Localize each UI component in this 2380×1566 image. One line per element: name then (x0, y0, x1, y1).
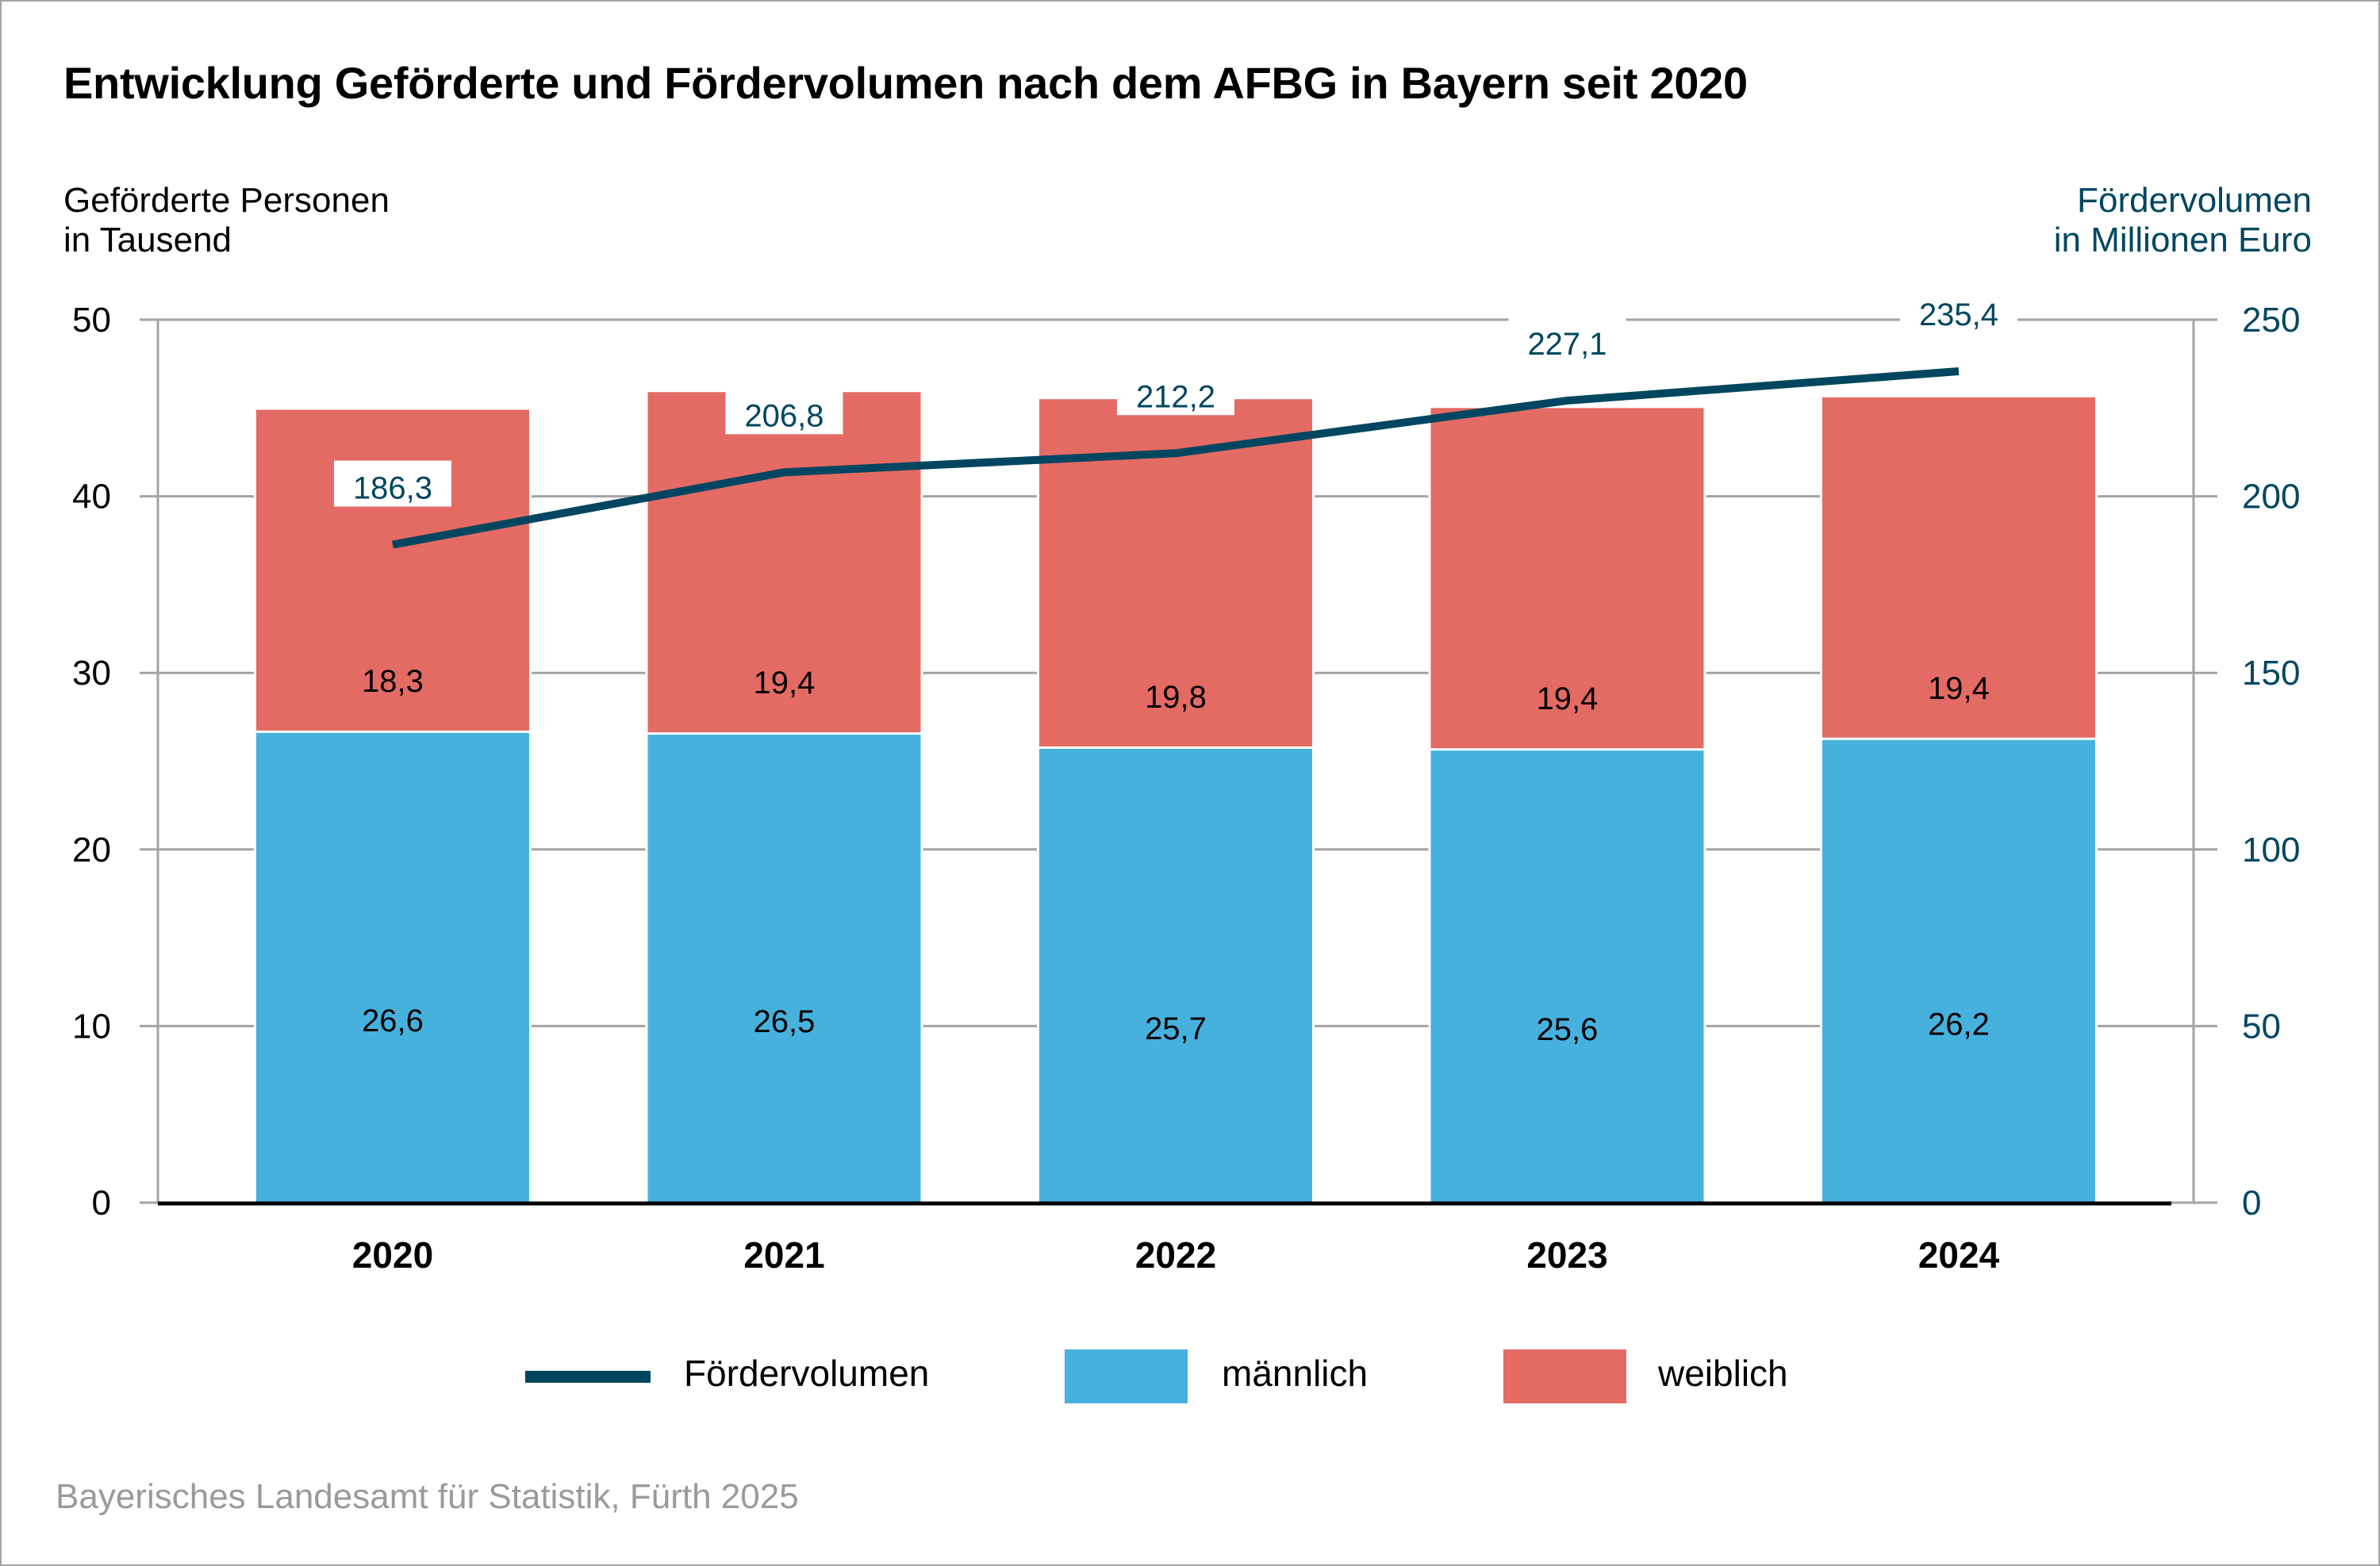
bar-male-2022 (1039, 748, 1312, 1203)
y-tick-label-right: 0 (2242, 1184, 2261, 1222)
bar-label-male-2023: 25,6 (1537, 1012, 1599, 1047)
y-tick-label-right: 150 (2242, 654, 2300, 693)
line-label-bg (334, 460, 451, 507)
y-axis-label-right: Fördervolumen in Millionen Euro (2053, 181, 2312, 259)
bar-female-2023 (1430, 408, 1704, 749)
legend-item-foerdervolumen (525, 1341, 651, 1412)
legend-item-weiblich (1503, 1341, 1626, 1412)
source-note: Bayerisches Landesamt für Statistik, Für… (56, 1477, 799, 1516)
legend-swatch-male-icon (1065, 1349, 1188, 1403)
y-tick-label-left: 50 (72, 301, 111, 340)
bar-label-female-2022: 19,8 (1145, 680, 1207, 715)
chart-title: Entwicklung Geförderte und Fördervolumen… (63, 58, 1748, 108)
bar-male-2020 (256, 732, 529, 1203)
legend-label-weiblich: weiblich (1658, 1353, 1788, 1394)
line-label-2022: 212,2 (1136, 379, 1215, 414)
x-tick-label-2024: 2024 (1918, 1234, 2000, 1276)
bar-male-2023 (1430, 750, 1704, 1203)
bar-label-male-2022: 25,7 (1145, 1011, 1207, 1046)
legend: Fördervolumen männlich weiblich (0, 1341, 2380, 1412)
line-label-bg (1508, 316, 1626, 363)
line-label-bg (1117, 369, 1234, 416)
legend-label-foerdervolumen: Fördervolumen (684, 1353, 930, 1394)
x-tick-label-2022: 2022 (1135, 1234, 1216, 1276)
x-tick-label-2021: 2021 (743, 1234, 824, 1276)
bar-label-female-2020: 18,3 (362, 664, 424, 699)
legend-label-maennlich: männlich (1222, 1353, 1368, 1394)
y-tick-label-left: 0 (92, 1184, 111, 1222)
y-tick-label-right: 200 (2242, 478, 2300, 516)
bar-label-male-2021: 26,5 (754, 1004, 816, 1039)
legend-swatch-female-icon (1503, 1349, 1626, 1403)
y-tick-label-right: 50 (2242, 1007, 2281, 1046)
y-tick-label-right: 100 (2242, 831, 2300, 869)
y-tick-label-left: 10 (72, 1007, 111, 1046)
y-tick-label-left: 20 (72, 831, 111, 869)
x-tick-label-2020: 2020 (352, 1234, 433, 1276)
bar-label-female-2024: 19,4 (1928, 671, 1990, 706)
bar-male-2021 (647, 735, 921, 1203)
bar-male-2024 (1822, 739, 2095, 1203)
bar-label-female-2021: 19,4 (754, 666, 816, 700)
bar-label-male-2020: 26,6 (362, 1004, 424, 1038)
y-tick-label-left: 40 (72, 478, 111, 516)
legend-item-maennlich (1065, 1341, 1188, 1412)
bar-label-female-2023: 19,4 (1537, 681, 1599, 716)
line-label-bg (725, 388, 843, 435)
legend-line-icon (525, 1370, 651, 1383)
line-label-bg (1900, 286, 2017, 333)
bar-female-2024 (1822, 397, 2095, 738)
line-label-2023: 227,1 (1527, 327, 1606, 362)
x-tick-label-2023: 2023 (1526, 1234, 1607, 1276)
bar-female-2021 (647, 392, 921, 733)
line-label-2024: 235,4 (1919, 297, 1998, 332)
line-label-2021: 206,8 (744, 398, 823, 433)
bar-label-male-2024: 26,2 (1928, 1008, 1990, 1042)
y-tick-label-right: 250 (2242, 301, 2300, 340)
y-axis-label-left: Geförderte Personen in Tausend (63, 181, 390, 259)
line-label-2020: 186,3 (353, 471, 432, 506)
y-tick-label-left: 30 (72, 654, 111, 693)
